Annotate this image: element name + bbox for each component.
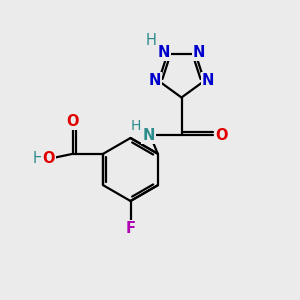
Text: N: N: [193, 45, 206, 60]
Text: H: H: [130, 119, 141, 133]
Text: O: O: [215, 128, 228, 142]
Text: O: O: [42, 151, 55, 166]
Text: N: N: [158, 45, 170, 60]
Text: N: N: [149, 74, 161, 88]
Text: N: N: [142, 128, 155, 143]
Text: O: O: [66, 114, 79, 129]
Text: N: N: [202, 74, 214, 88]
Text: H: H: [33, 151, 44, 166]
Text: F: F: [125, 221, 136, 236]
Text: H: H: [146, 33, 156, 48]
